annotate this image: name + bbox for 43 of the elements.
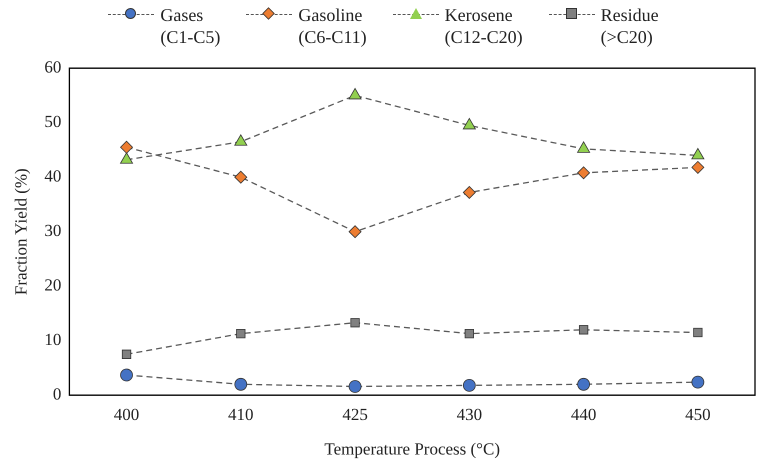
point <box>577 378 590 391</box>
point <box>578 325 588 334</box>
y-tick-label: 30 <box>44 221 62 240</box>
point <box>691 148 704 160</box>
x-tick-label: 440 <box>570 404 596 424</box>
y-tick-label: 50 <box>44 112 62 132</box>
x-axis-title: Temperature Process (°C) <box>324 439 500 458</box>
point <box>234 378 248 391</box>
legend-label: Kerosene (C12-C20) <box>444 4 523 48</box>
y-tick-label: 0 <box>52 384 62 404</box>
y-tick-label: 40 <box>44 166 62 186</box>
point <box>693 328 703 338</box>
point <box>120 140 133 154</box>
point <box>462 378 476 392</box>
point <box>234 170 248 184</box>
x-tick-label: 425 <box>342 404 368 424</box>
point <box>691 160 704 174</box>
x-tick-label: 400 <box>114 404 140 424</box>
point <box>691 376 704 389</box>
y-tick-label: 20 <box>44 276 62 295</box>
point <box>348 380 362 393</box>
point <box>120 152 133 164</box>
legend-label: Gases (C1-C5) <box>160 4 220 48</box>
point <box>350 318 360 328</box>
point <box>120 368 133 382</box>
point <box>234 134 248 146</box>
y-tick-label: 60 <box>44 58 62 77</box>
point <box>348 225 362 238</box>
x-tick-label: 450 <box>685 404 711 424</box>
legend-label: Residue (>C20) <box>600 4 659 48</box>
point <box>122 350 132 359</box>
point <box>577 141 590 153</box>
legend-label: Gasoline (C6-C11) <box>298 4 367 48</box>
x-tick-label: 430 <box>456 404 482 424</box>
point <box>464 328 474 338</box>
x-tick-label: 410 <box>228 404 254 424</box>
point <box>348 88 362 100</box>
point <box>462 186 476 199</box>
y-axis-title: Fraction Yield (%) <box>12 168 31 296</box>
point <box>577 166 590 180</box>
y-tick-label: 10 <box>44 330 62 350</box>
point <box>236 328 246 338</box>
point <box>462 118 476 130</box>
